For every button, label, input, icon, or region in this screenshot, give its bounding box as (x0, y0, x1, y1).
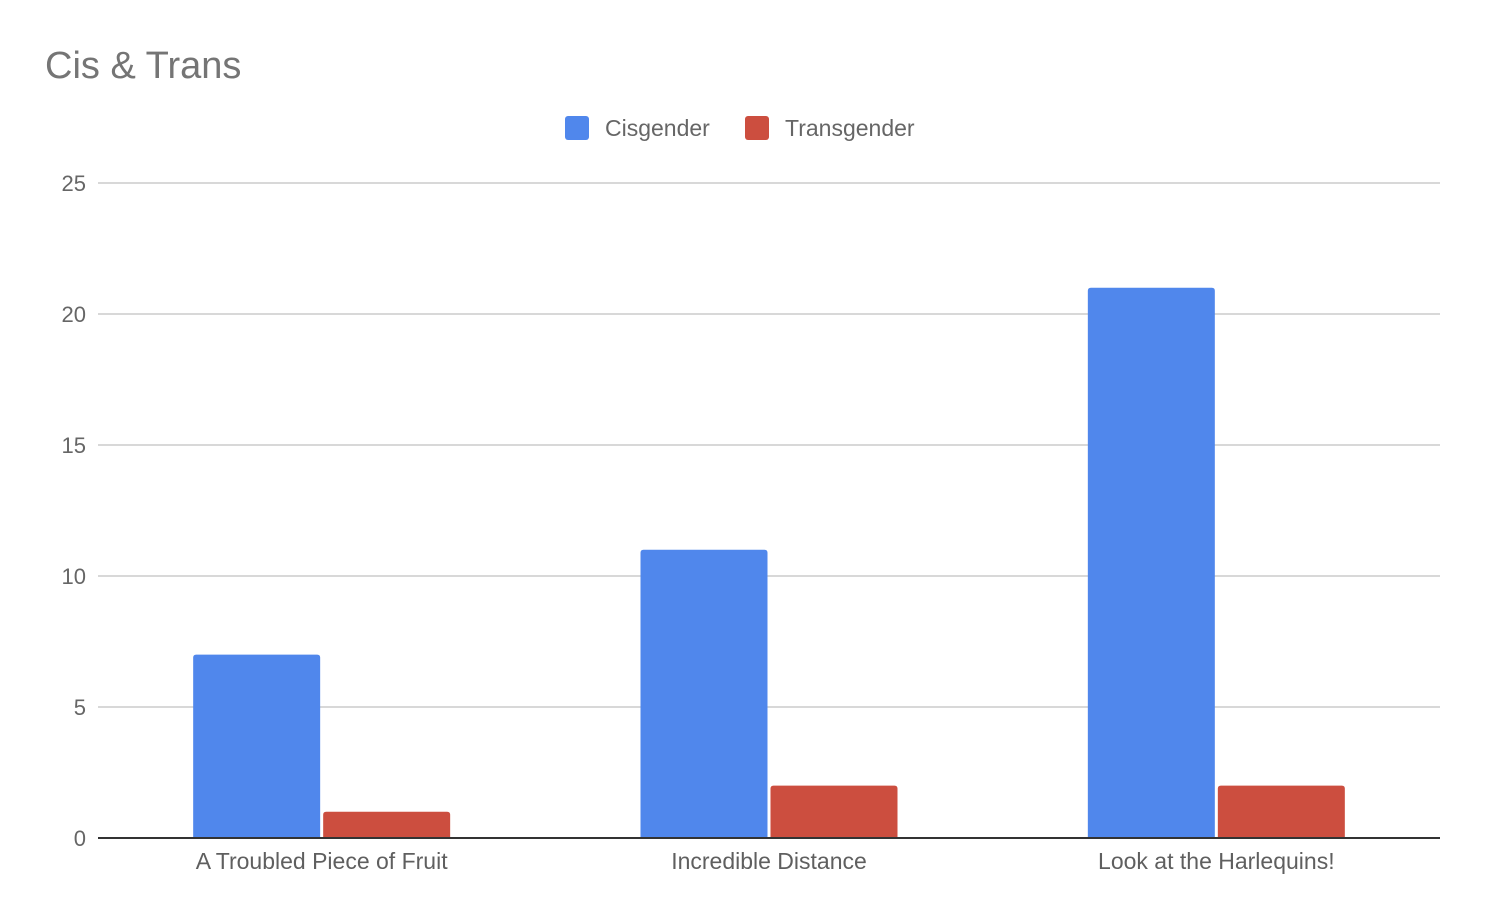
legend-swatch-cisgender (565, 116, 589, 140)
chart-title: Cis & Trans (45, 45, 241, 87)
bar-transgender-look-at-the-harlequins (1217, 785, 1345, 838)
x-axis-labels: A Troubled Piece of Fruit Incredible Dist… (196, 848, 1335, 874)
y-tick-label-15: 15 (62, 433, 86, 458)
bar-cisgender-a-troubled-piece-of-fruit (193, 654, 321, 838)
bars (193, 287, 1345, 838)
y-tick-label-25: 25 (62, 171, 86, 196)
y-tick-label-0: 0 (74, 826, 86, 851)
gridlines (98, 182, 1440, 708)
y-tick-label-10: 10 (62, 564, 86, 589)
bar-cisgender-look-at-the-harlequins (1087, 287, 1215, 838)
legend: Cisgender Transgender (565, 115, 915, 141)
legend-swatch-transgender (745, 116, 769, 140)
y-tick-label-5: 5 (74, 695, 86, 720)
y-tick-label-20: 20 (62, 302, 86, 327)
y-axis-ticks: 0 5 10 15 20 25 (62, 171, 86, 851)
bar-transgender-incredible-distance (770, 785, 898, 838)
bar-cisgender-incredible-distance (640, 549, 768, 838)
x-tick-label-look-at-the-harlequins: Look at the Harlequins! (1098, 848, 1335, 874)
legend-label-cisgender: Cisgender (605, 115, 710, 141)
legend-label-transgender: Transgender (785, 115, 915, 141)
bar-transgender-a-troubled-piece-of-fruit (323, 811, 451, 838)
x-tick-label-a-troubled-piece-of-fruit: A Troubled Piece of Fruit (196, 848, 448, 874)
x-tick-label-incredible-distance: Incredible Distance (671, 848, 867, 874)
